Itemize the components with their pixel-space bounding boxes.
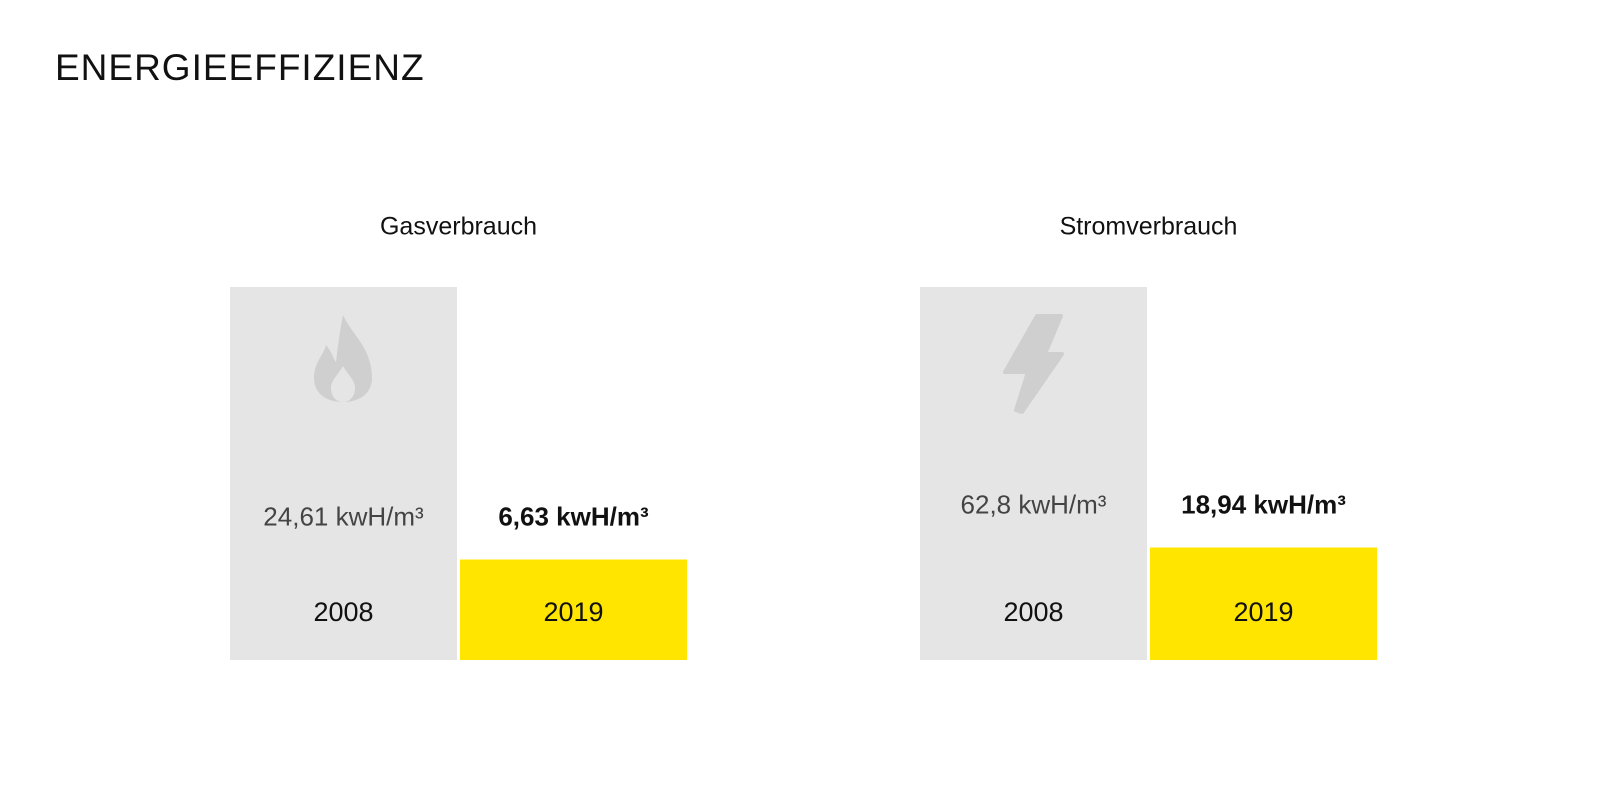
value-label: 24,61 kwH/m³ [263,501,424,531]
category-label: 2008 [313,597,373,627]
category-label: 2019 [1233,597,1293,627]
value-label: 62,8 kwH/m³ [961,489,1107,519]
chart-title: Gasverbrauch [380,213,537,241]
value-label: 18,94 kwH/m³ [1181,489,1346,519]
category-label: 2008 [1003,597,1063,627]
value-label: 6,63 kwH/m³ [498,501,649,531]
flame-icon [314,315,372,402]
chart-title: Stromverbrauch [1060,213,1238,241]
bar [460,559,687,660]
lightning-icon [1003,314,1064,414]
charts: Gasverbrauch 2008 24,61 kwH/m³ 2019 6,63 kwH… [230,213,1377,660]
page-title: ENERGIEEFFIZIENZ [55,47,425,88]
category-label: 2019 [543,597,603,627]
bar [1150,547,1377,660]
